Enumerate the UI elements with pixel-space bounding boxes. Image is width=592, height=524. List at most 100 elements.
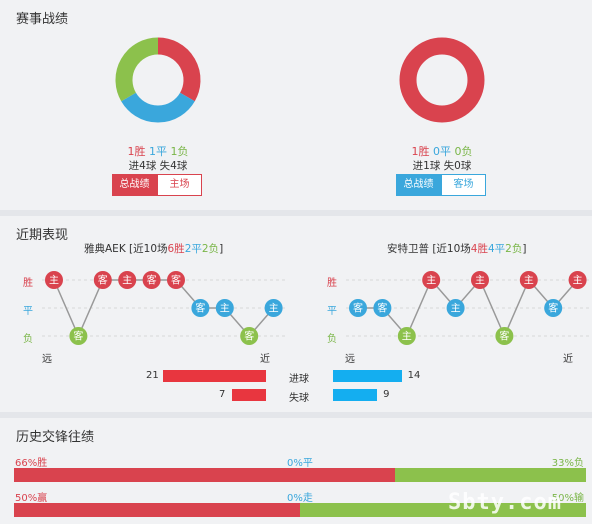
left-match-marker: 客 xyxy=(93,271,112,289)
history-handicap-push-label: 0%走 xyxy=(287,493,313,504)
right-loss-count: 0负 xyxy=(454,145,473,158)
tab-right-away[interactable]: 客场 xyxy=(441,174,486,196)
right-match-marker: 客 xyxy=(349,299,367,317)
right-draw-count: 0平 xyxy=(433,145,451,158)
right-match-venue-label: 客 xyxy=(353,302,363,315)
left-loss-count: 1负 xyxy=(170,145,189,158)
history-handicap-win-label: 50%赢 xyxy=(15,493,48,504)
history-handicap-win-segment xyxy=(14,503,300,517)
tab-left-home[interactable]: 主场 xyxy=(157,174,202,196)
left-match-venue-label: 主 xyxy=(220,303,230,315)
right-form-chart: 客客主主主主客主客主 xyxy=(346,271,590,345)
right-donut-win-slice xyxy=(399,37,485,123)
right-match-venue-label: 主 xyxy=(426,275,436,287)
left-goals-conceded-bar xyxy=(231,389,266,401)
left-match-venue-label: 客 xyxy=(147,274,157,287)
right-recent-losses: 2负 xyxy=(505,243,523,255)
left-donut-loss-slice xyxy=(115,37,159,102)
right-match-marker: 主 xyxy=(568,271,587,289)
left-win-count: 1胜 xyxy=(127,145,146,158)
right-match-marker: 主 xyxy=(397,327,416,345)
left-match-venue-label: 客 xyxy=(98,274,108,287)
right-match-marker: 客 xyxy=(373,299,392,317)
right-recent-wins: 4胜 xyxy=(470,243,488,255)
history-draw-label: 0%平 xyxy=(287,458,313,469)
tab-right-overall[interactable]: 总战绩 xyxy=(396,174,441,196)
left-draw-count: 1平 xyxy=(149,145,167,158)
right-goals: 进1球 失0球 xyxy=(384,158,500,173)
left-team-name: 雅典AEK xyxy=(84,243,126,255)
left-near-label: 近 xyxy=(260,354,270,365)
right-bracket-open: [近10场 xyxy=(429,243,471,255)
right-goals-scored-bar xyxy=(333,370,402,382)
history-handicap-loss-segment xyxy=(300,503,586,517)
history-result-bar xyxy=(14,468,586,482)
right-match-venue-label: 主 xyxy=(451,303,461,315)
right-ylabel-loss: 负 xyxy=(327,334,337,345)
left-recent-losses: 2负 xyxy=(201,243,220,255)
left-match-marker: 主 xyxy=(215,299,234,317)
right-goals-scored-value: 14 xyxy=(407,370,421,381)
left-recent-header: 雅典AEK [近10场6胜2平2负] xyxy=(84,241,223,256)
right-match-marker: 主 xyxy=(471,271,489,289)
left-ylabel-loss: 负 xyxy=(23,334,33,345)
left-match-marker: 客 xyxy=(142,271,161,289)
right-form-line xyxy=(358,278,579,338)
left-record-tabs: 总战绩 主场 xyxy=(112,174,202,196)
left-goals-for: 进4球 xyxy=(128,160,157,172)
recent-title: 近期表现 xyxy=(16,228,69,243)
right-near-label: 近 xyxy=(563,354,573,365)
right-recent-header: 安特卫普 [近10场4胜4平2负] xyxy=(387,241,526,256)
right-match-marker: 客 xyxy=(495,327,514,345)
history-win-label: 66%胜 xyxy=(15,458,48,469)
left-bracket-close: ] xyxy=(219,243,224,255)
right-goals-conceded-bar xyxy=(333,389,378,401)
left-donut-draw-slice xyxy=(121,92,195,123)
left-record-counts: 1胜 1平 1负 xyxy=(100,143,216,159)
left-match-marker: 主 xyxy=(45,271,63,289)
right-record-counts: 1胜 0平 0负 xyxy=(384,143,500,159)
right-goals-conceded-value: 9 xyxy=(383,389,390,400)
right-record-donut xyxy=(399,37,485,123)
left-match-venue-label: 客 xyxy=(195,302,205,315)
left-match-venue-label: 客 xyxy=(171,274,181,287)
left-match-venue-label: 客 xyxy=(73,330,83,343)
tab-left-overall[interactable]: 总战绩 xyxy=(112,174,157,196)
left-match-marker: 主 xyxy=(264,299,283,317)
right-bracket-close: ] xyxy=(522,243,527,255)
left-ylabel-win: 胜 xyxy=(23,278,33,289)
history-handicap-bar xyxy=(14,503,586,517)
right-match-venue-label: 主 xyxy=(524,275,534,287)
right-match-marker: 主 xyxy=(519,271,538,289)
goals-scored-label: 进球 xyxy=(289,374,309,385)
right-match-marker: 客 xyxy=(544,299,563,317)
left-goals: 进4球 失4球 xyxy=(100,158,216,173)
record-section: 赛事战绩 1胜 1平 1负 进4球 失4球 总战绩 主场 1胜 0平 0负 进1… xyxy=(0,0,592,210)
recent-section: 近期表现 雅典AEK [近10场6胜2平2负] 安特卫普 [近10场4胜4平2负… xyxy=(0,216,592,412)
left-match-venue-label: 主 xyxy=(49,275,59,287)
left-match-venue-label: 主 xyxy=(122,275,132,287)
right-win-count: 1胜 xyxy=(411,145,430,158)
history-win-segment xyxy=(14,468,396,482)
watermark-logo: Sbty.com xyxy=(448,490,562,515)
left-goals-against: 失4球 xyxy=(159,160,188,172)
left-match-marker: 客 xyxy=(69,327,88,345)
right-ylabel-win: 胜 xyxy=(327,278,337,289)
right-recent-draws: 4平 xyxy=(487,243,506,255)
left-match-venue-label: 客 xyxy=(244,330,254,343)
right-match-venue-label: 主 xyxy=(573,275,583,287)
right-match-venue-label: 主 xyxy=(402,331,412,343)
left-match-marker: 客 xyxy=(167,271,185,289)
left-form-line xyxy=(53,279,275,338)
left-form-chart: 主客客主客客客 主客主 xyxy=(42,271,286,345)
history-loss-label: 33%负 xyxy=(551,458,584,469)
right-ylabel-draw: 平 xyxy=(327,306,337,317)
left-far-label: 远 xyxy=(42,354,52,365)
left-recent-wins: 6胜 xyxy=(167,243,185,255)
right-team-name: 安特卫普 xyxy=(387,243,429,255)
goals-conceded-label: 失球 xyxy=(289,393,309,404)
left-donut-win-slice xyxy=(157,37,201,102)
left-ylabel-draw: 平 xyxy=(23,306,33,317)
left-match-marker: 主 xyxy=(118,271,137,289)
left-record-donut xyxy=(115,37,201,123)
